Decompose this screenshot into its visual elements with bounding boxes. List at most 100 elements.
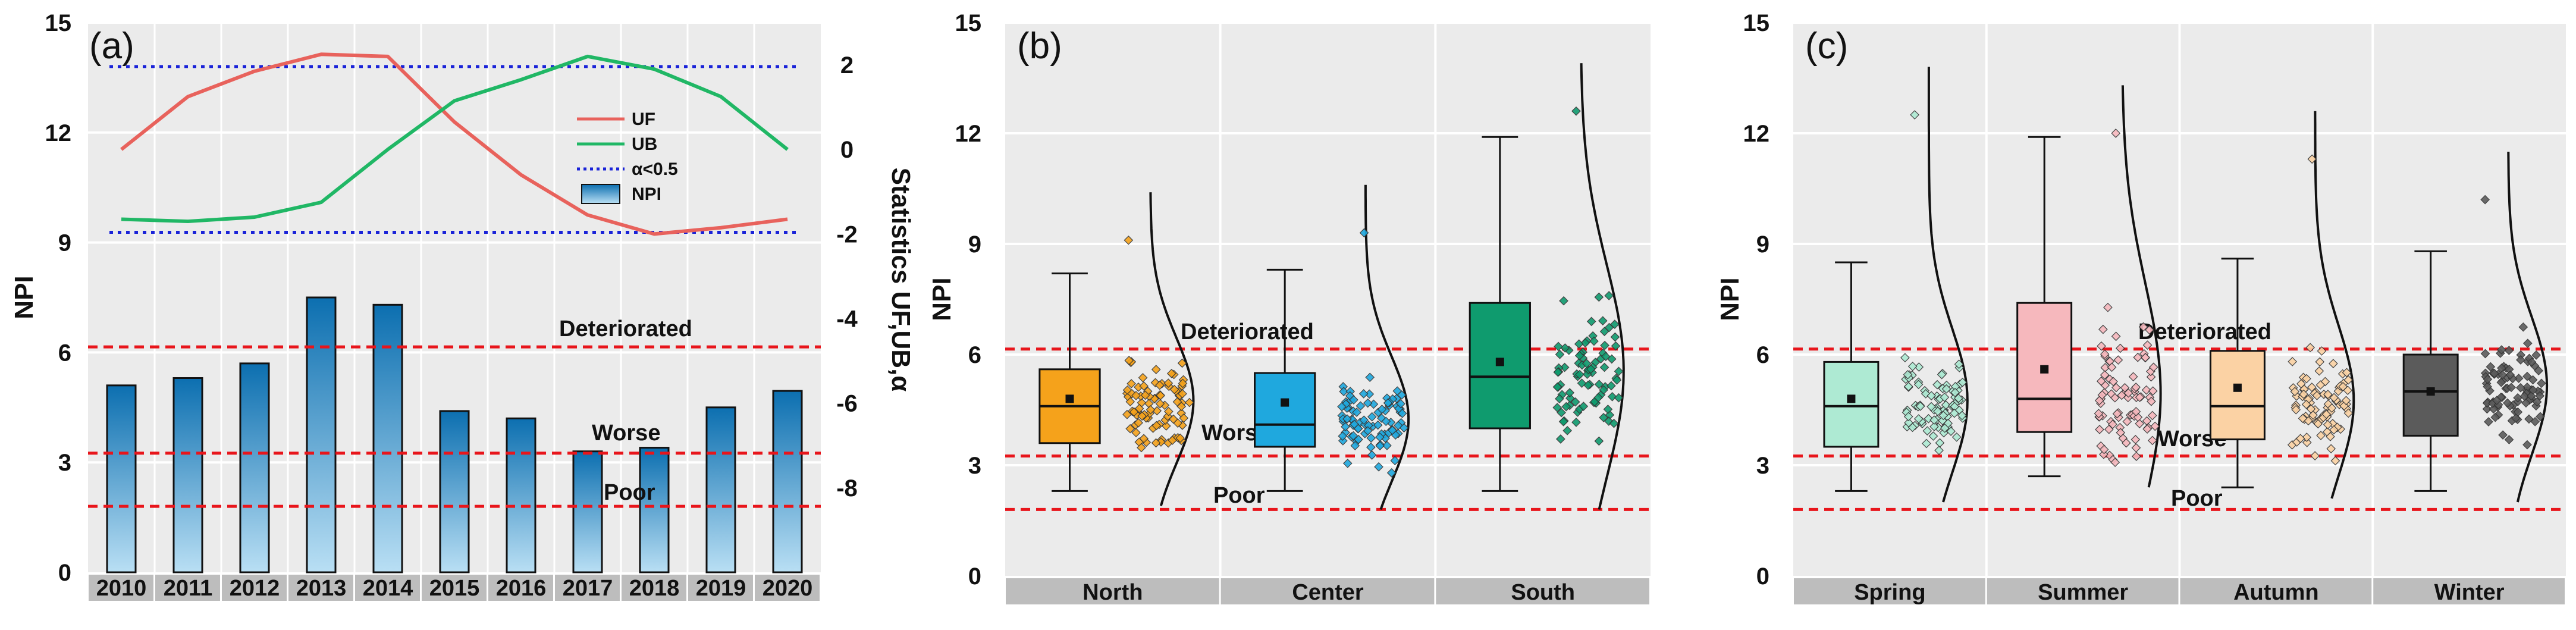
data-point xyxy=(2295,434,2305,444)
data-point xyxy=(1125,397,1135,407)
npi-bar-2019 xyxy=(705,406,736,573)
data-point xyxy=(1554,341,1563,352)
data-point xyxy=(2107,362,2117,372)
data-point xyxy=(1172,397,1182,407)
data-point xyxy=(1155,399,1165,409)
data-point xyxy=(2108,419,2117,430)
data-point xyxy=(1129,407,1139,417)
data-point xyxy=(2291,405,2301,415)
data-point xyxy=(1938,410,1949,421)
category-strip xyxy=(1006,578,1219,604)
data-point xyxy=(1604,416,1614,426)
x-category-label: North xyxy=(1083,580,1143,605)
data-point xyxy=(2131,434,2141,444)
y-tick-label: 0 xyxy=(1756,563,1769,590)
data-point xyxy=(1950,408,1959,418)
data-point xyxy=(1903,381,1913,391)
y-tick-label: 9 xyxy=(968,231,981,258)
y-tick-label: 15 xyxy=(45,10,72,36)
box-autumn xyxy=(2209,350,2266,441)
data-point xyxy=(1377,413,1386,423)
threshold-label: Poor xyxy=(604,480,655,505)
data-point xyxy=(2323,390,2333,399)
mean-marker xyxy=(1495,358,1504,366)
x-category-label: 2010 xyxy=(96,576,147,601)
x-category-label: 2016 xyxy=(496,576,547,601)
data-point xyxy=(1601,352,1611,362)
data-point xyxy=(1367,412,1377,422)
data-point xyxy=(1599,413,1608,422)
data-point xyxy=(2098,324,2108,334)
data-point xyxy=(1359,228,1369,238)
data-point xyxy=(1612,375,1622,385)
data-point xyxy=(1604,322,1614,333)
threshold-label: Deteriorated xyxy=(1181,319,1314,344)
density-curve xyxy=(2507,151,2549,503)
threshold-label: Deteriorated xyxy=(559,316,692,341)
data-point xyxy=(1397,409,1407,418)
category-strip xyxy=(555,575,620,601)
data-point xyxy=(2313,419,2323,429)
data-point xyxy=(1610,332,1620,342)
npi-bar-2012 xyxy=(239,362,270,573)
x-category-label: 2012 xyxy=(230,576,280,601)
data-point xyxy=(1611,341,1621,351)
data-point xyxy=(2521,398,2531,408)
data-point xyxy=(2131,383,2141,392)
y-tick-label: 9 xyxy=(1756,231,1769,258)
data-point xyxy=(2320,377,2330,387)
data-point xyxy=(1913,380,1924,390)
data-point xyxy=(2522,440,2532,450)
category-strip xyxy=(2180,578,2372,604)
data-point xyxy=(1127,379,1136,388)
data-point xyxy=(2496,377,2506,387)
data-point xyxy=(2535,391,2545,401)
data-point xyxy=(2096,376,2106,386)
y-tick-label: 12 xyxy=(45,120,72,146)
data-point xyxy=(1179,413,1189,423)
data-point xyxy=(1553,367,1563,377)
y-tick-label: 6 xyxy=(968,342,981,368)
data-point xyxy=(2135,419,2145,428)
data-point xyxy=(1392,386,1402,396)
category-strip xyxy=(2373,578,2565,604)
category-strip xyxy=(422,575,487,601)
data-point xyxy=(2299,389,2308,399)
data-point xyxy=(2138,322,2148,332)
threshold-label: Poor xyxy=(2171,486,2223,511)
data-point xyxy=(1593,393,1604,403)
data-point xyxy=(1957,377,1968,387)
legend-label: NPI xyxy=(632,184,661,204)
data-point xyxy=(2490,412,2500,422)
data-point xyxy=(1358,389,1369,399)
data-point xyxy=(1556,434,1565,444)
data-point xyxy=(2486,362,2496,372)
plot-background xyxy=(1005,23,1651,576)
y2-tick-label: -6 xyxy=(836,391,858,417)
category-strip xyxy=(488,575,553,601)
data-point xyxy=(1903,412,1913,422)
data-point xyxy=(1599,327,1609,337)
data-point xyxy=(2532,397,2542,407)
data-point xyxy=(2142,424,2152,434)
data-point xyxy=(1598,316,1608,326)
data-point xyxy=(1607,381,1616,391)
density-curve xyxy=(1580,63,1625,510)
category-strip xyxy=(355,575,420,601)
data-point xyxy=(2121,438,2131,448)
data-point xyxy=(2524,414,2534,424)
panel-a-annual-npi: Deteriorated Worse Poor 0 3 6 9 12 15 -8 -6 -4 -2 0 2 N… xyxy=(10,10,915,601)
data-point xyxy=(1184,397,1194,408)
data-point xyxy=(1903,369,1913,380)
category-strip xyxy=(622,575,686,601)
data-point xyxy=(2536,412,2545,422)
category-strip xyxy=(1220,578,1435,604)
data-point xyxy=(2338,382,2348,391)
data-point xyxy=(2146,372,2156,382)
data-point xyxy=(1166,369,1176,378)
data-point xyxy=(1560,362,1570,372)
x-category-label: South xyxy=(1511,580,1575,605)
data-point xyxy=(2302,374,2311,384)
data-point xyxy=(1599,385,1608,395)
